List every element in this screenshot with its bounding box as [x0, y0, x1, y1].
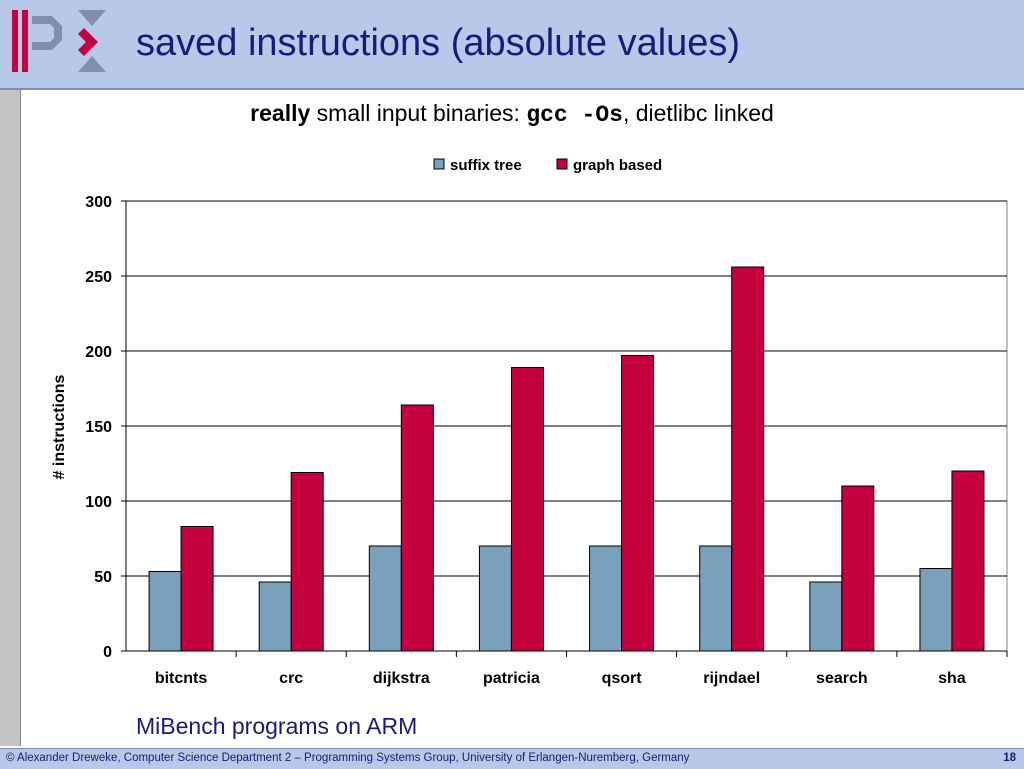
- bar-suffix-tree: [478, 545, 512, 652]
- slide-header: saved instructions (absolute values): [0, 0, 1024, 90]
- x-tick-label: search: [816, 670, 868, 687]
- subtitle-emphasis: really: [250, 100, 311, 126]
- left-rail: [0, 90, 21, 746]
- x-tick-label: patricia: [483, 670, 540, 687]
- x-tick-label: rijndael: [703, 670, 760, 687]
- legend-swatch: [433, 158, 445, 170]
- slide-title: saved instructions (absolute values): [136, 22, 741, 64]
- bar-graph-based: [731, 266, 765, 652]
- page-number: 18: [1003, 752, 1016, 764]
- bar-suffix-tree: [809, 581, 843, 652]
- bar-graph-based: [400, 404, 434, 652]
- y-tick-label: 150: [85, 419, 112, 436]
- bar-suffix-tree: [258, 581, 292, 652]
- footer-credits: © Alexander Dreweke, Computer Science De…: [6, 752, 690, 764]
- bar-graph-based: [841, 485, 875, 652]
- x-tick-label: bitcnts: [155, 670, 208, 687]
- bar-graph-based: [951, 470, 985, 652]
- bar-chart: 0 50 100 150 200 250 300 bitcnts crc dijkstra patr…: [51, 157, 1008, 687]
- y-tick-label: 300: [85, 194, 112, 211]
- legend-label: graph based: [573, 157, 662, 174]
- subtitle-code: gcc -Os: [526, 102, 623, 128]
- chart-subtitle: really small input binaries: gcc -Os, di…: [0, 100, 1024, 128]
- bar-suffix-tree: [589, 545, 623, 652]
- bar-graph-based: [290, 472, 324, 652]
- y-tick-label: 250: [85, 269, 112, 286]
- chart-caption: MiBench programs on ARM: [136, 713, 418, 739]
- subtitle-text: small input binaries:: [310, 100, 527, 126]
- bar-suffix-tree: [148, 571, 182, 652]
- bar-graph-based: [510, 367, 544, 652]
- bar-suffix-tree: [699, 545, 733, 652]
- y-tick-label: 100: [85, 494, 112, 511]
- legend-label: suffix tree: [450, 157, 522, 174]
- y-tick-label: 200: [85, 344, 112, 361]
- y-tick-label: 50: [94, 569, 112, 586]
- subtitle-suffix: , dietlibc linked: [622, 100, 774, 126]
- slide-footer: © Alexander Dreweke, Computer Science De…: [0, 748, 1024, 769]
- legend-swatch: [556, 158, 568, 170]
- x-tick-label: dijkstra: [373, 670, 430, 687]
- y-tick-label: 0: [103, 644, 112, 661]
- y-axis-label: # instructions: [51, 374, 68, 479]
- x-tick-label: sha: [938, 670, 966, 687]
- bar-graph-based: [180, 526, 214, 652]
- x-tick-label: qsort: [602, 670, 643, 687]
- x-tick-label: crc: [279, 670, 303, 687]
- bar-graph-based: [621, 355, 655, 652]
- university-logo-icon: [12, 10, 106, 72]
- bar-suffix-tree: [919, 568, 953, 652]
- bar-suffix-tree: [368, 545, 402, 652]
